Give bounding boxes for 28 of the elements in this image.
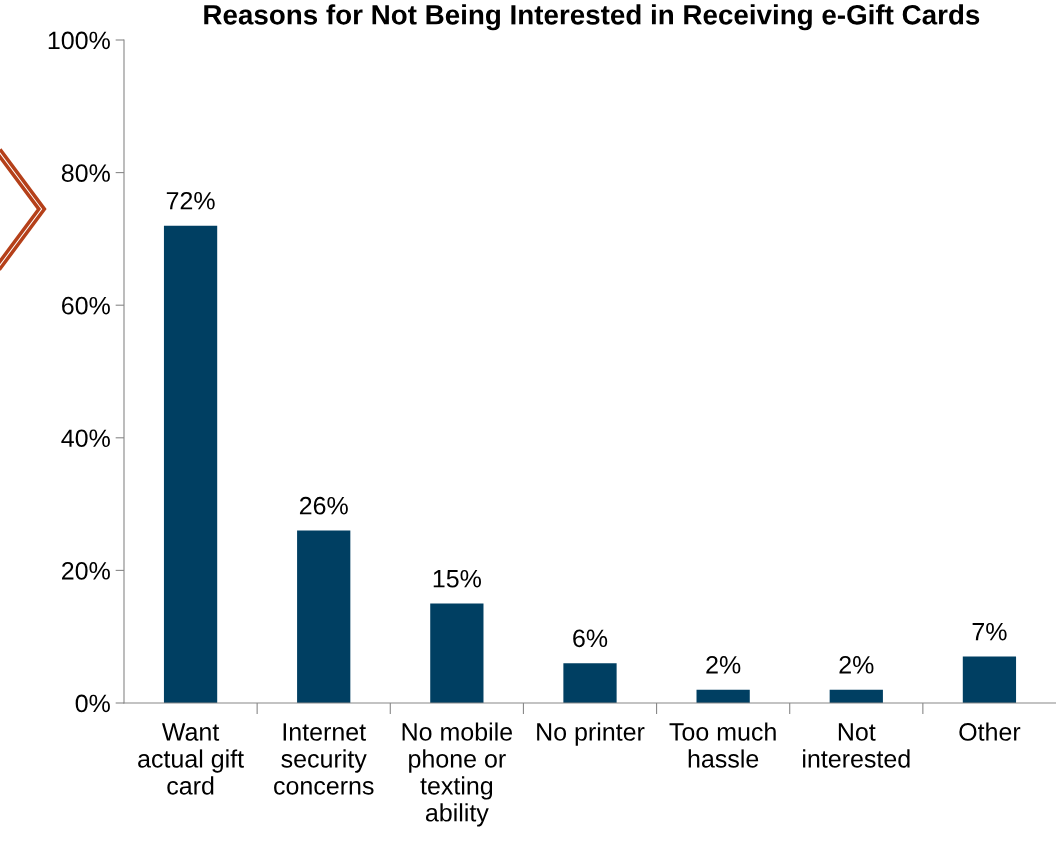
bar <box>962 656 1017 703</box>
x-tick-label: Want actual gift card <box>138 723 244 795</box>
chart-title: Reasons for Not Being Interested in Receiving e-Gift Cards <box>204 4 980 31</box>
y-tick-label: 40% <box>61 429 110 448</box>
data-label: 2% <box>839 655 874 674</box>
data-label: 15% <box>433 569 481 588</box>
bar <box>297 530 351 703</box>
y-tick-label: 20% <box>62 562 110 580</box>
bar <box>430 603 484 703</box>
x-tick-label: No mobile phone or texting ability <box>402 722 513 827</box>
y-tick-label: 100% <box>48 31 110 50</box>
bar <box>829 689 883 703</box>
y-tick-label: 0% <box>75 694 110 713</box>
bar <box>163 225 218 703</box>
x-tick-label: No printer <box>537 722 645 746</box>
data-label: 26% <box>299 496 348 515</box>
data-label: 72% <box>166 191 215 210</box>
x-tick-label: Not interested <box>803 723 910 768</box>
x-tick-label: Too much hassle <box>669 722 776 768</box>
data-label: 2% <box>706 655 741 674</box>
bar <box>563 663 617 703</box>
x-tick-label: Internet security concerns <box>274 723 374 795</box>
y-tick-label: 80% <box>61 164 110 182</box>
bar <box>696 689 750 703</box>
data-label: 7% <box>972 622 1007 641</box>
data-label: 6% <box>573 629 608 648</box>
y-tick-label: 60% <box>62 296 110 315</box>
x-tick-label: Other <box>959 722 1021 741</box>
